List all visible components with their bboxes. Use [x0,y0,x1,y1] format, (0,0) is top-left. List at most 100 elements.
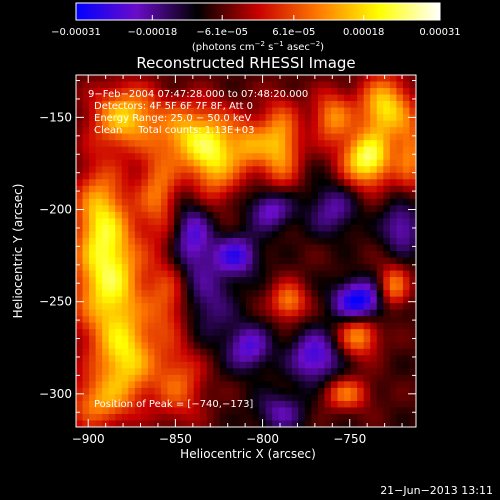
heatmap-cell [350,231,358,239]
heatmap-cell [285,218,293,226]
heatmap-cell [402,381,411,389]
heatmap-cell [324,270,332,278]
heatmap-cell [167,264,175,272]
heatmap-cell [174,127,182,135]
heatmap-cell [252,75,260,83]
heatmap-cell [363,224,371,233]
heatmap-cell [134,400,142,409]
heatmap-cell [409,75,416,83]
heatmap-cell [272,381,280,389]
axis-ticks: −900 −850 −800 −750−150−200−250−300 [39,75,416,446]
heatmap-cell [291,251,299,259]
colorbar-tick-label: 0.00018 [343,27,384,38]
heatmap-cell [357,101,365,109]
heatmap-cell [246,251,254,259]
heatmap-cell [174,107,182,115]
heatmap-cell [298,140,306,148]
heatmap-cell [76,166,84,174]
heatmap-cell [383,231,391,239]
heatmap-cell [239,75,247,83]
heatmap-cell [180,81,188,89]
heatmap-cell [370,237,378,246]
heatmap-cell [402,107,411,115]
heatmap-cell [154,237,162,246]
heatmap-cell [193,231,201,239]
heatmap-cell [278,88,286,96]
heatmap-cell [317,237,326,246]
heatmap-cell [219,127,227,135]
heatmap-cell [82,224,90,233]
heatmap-cell [396,400,404,409]
heatmap-cell [272,361,280,369]
heatmap-cell [317,270,326,278]
heatmap-cell [285,120,293,128]
heatmap-cell [121,283,129,291]
heatmap-cell [246,361,254,369]
heatmap-cell [389,211,397,220]
heatmap-cell [239,244,247,252]
annotation-energy-range: Energy Range: 25.0 − 50.0 keV [94,113,251,124]
heatmap-cell [161,400,169,409]
heatmap-cell [317,166,326,174]
heatmap-cell [193,75,201,83]
heatmap-cell [409,127,416,135]
heatmap-cell [311,218,319,226]
heatmap-cell [370,335,378,343]
heatmap-cell [298,400,306,409]
heatmap-cell [252,231,260,239]
heatmap-cell [95,413,103,422]
heatmap-cell [409,290,416,298]
heatmap-cell [174,211,182,220]
heatmap-cell [357,114,365,122]
heatmap-cell [370,107,378,115]
heatmap-cell [239,179,247,187]
heatmap-cell [174,244,182,252]
heatmap-cell [102,205,110,213]
heatmap-cell [396,192,404,200]
heatmap-cell [363,316,371,324]
heatmap-cell [147,185,156,193]
heatmap-cell [259,127,267,135]
heatmap-cell [154,335,162,343]
heatmap-cell [363,335,371,343]
heatmap-cell [102,309,110,317]
heatmap-cell [108,420,116,427]
heatmap-cell [108,205,116,213]
heatmap-cell [383,394,391,402]
heatmap-cell [298,296,306,304]
heatmap-cell [246,296,254,304]
heatmap-cell [102,329,110,337]
heatmap-cell [363,303,371,311]
heatmap-cell [389,172,397,180]
heatmap-cell [265,127,273,135]
heatmap-cell [304,140,312,148]
heatmap-cell [389,348,397,356]
heatmap-cell [278,270,286,278]
heatmap-cell [89,355,97,363]
heatmap-cell [298,329,306,337]
heatmap-cell [246,198,254,206]
heatmap-cell [324,101,332,109]
heatmap-cell [298,251,306,259]
heatmap-cell [278,146,286,154]
heatmap-cell [259,88,267,96]
heatmap-cell [317,133,326,141]
heatmap-cell [357,146,365,154]
heatmap-cell [291,127,299,135]
heatmap-cell [291,120,299,128]
heatmap-cell [108,270,116,278]
heatmap-cell [232,244,241,252]
heatmap-cell [213,198,221,206]
heatmap-cell [161,381,169,389]
heatmap-cell [259,257,267,265]
heatmap-cell [174,237,182,246]
heatmap-cell [357,127,365,135]
heatmap-cell [370,211,378,220]
x-tick-label: −850 [159,432,192,446]
heatmap-cell [161,198,169,206]
heatmap-cell [213,231,221,239]
heatmap-cell [108,335,116,343]
heatmap-cell [180,114,188,122]
heatmap-cell [376,387,384,396]
heatmap-cell [285,153,293,161]
